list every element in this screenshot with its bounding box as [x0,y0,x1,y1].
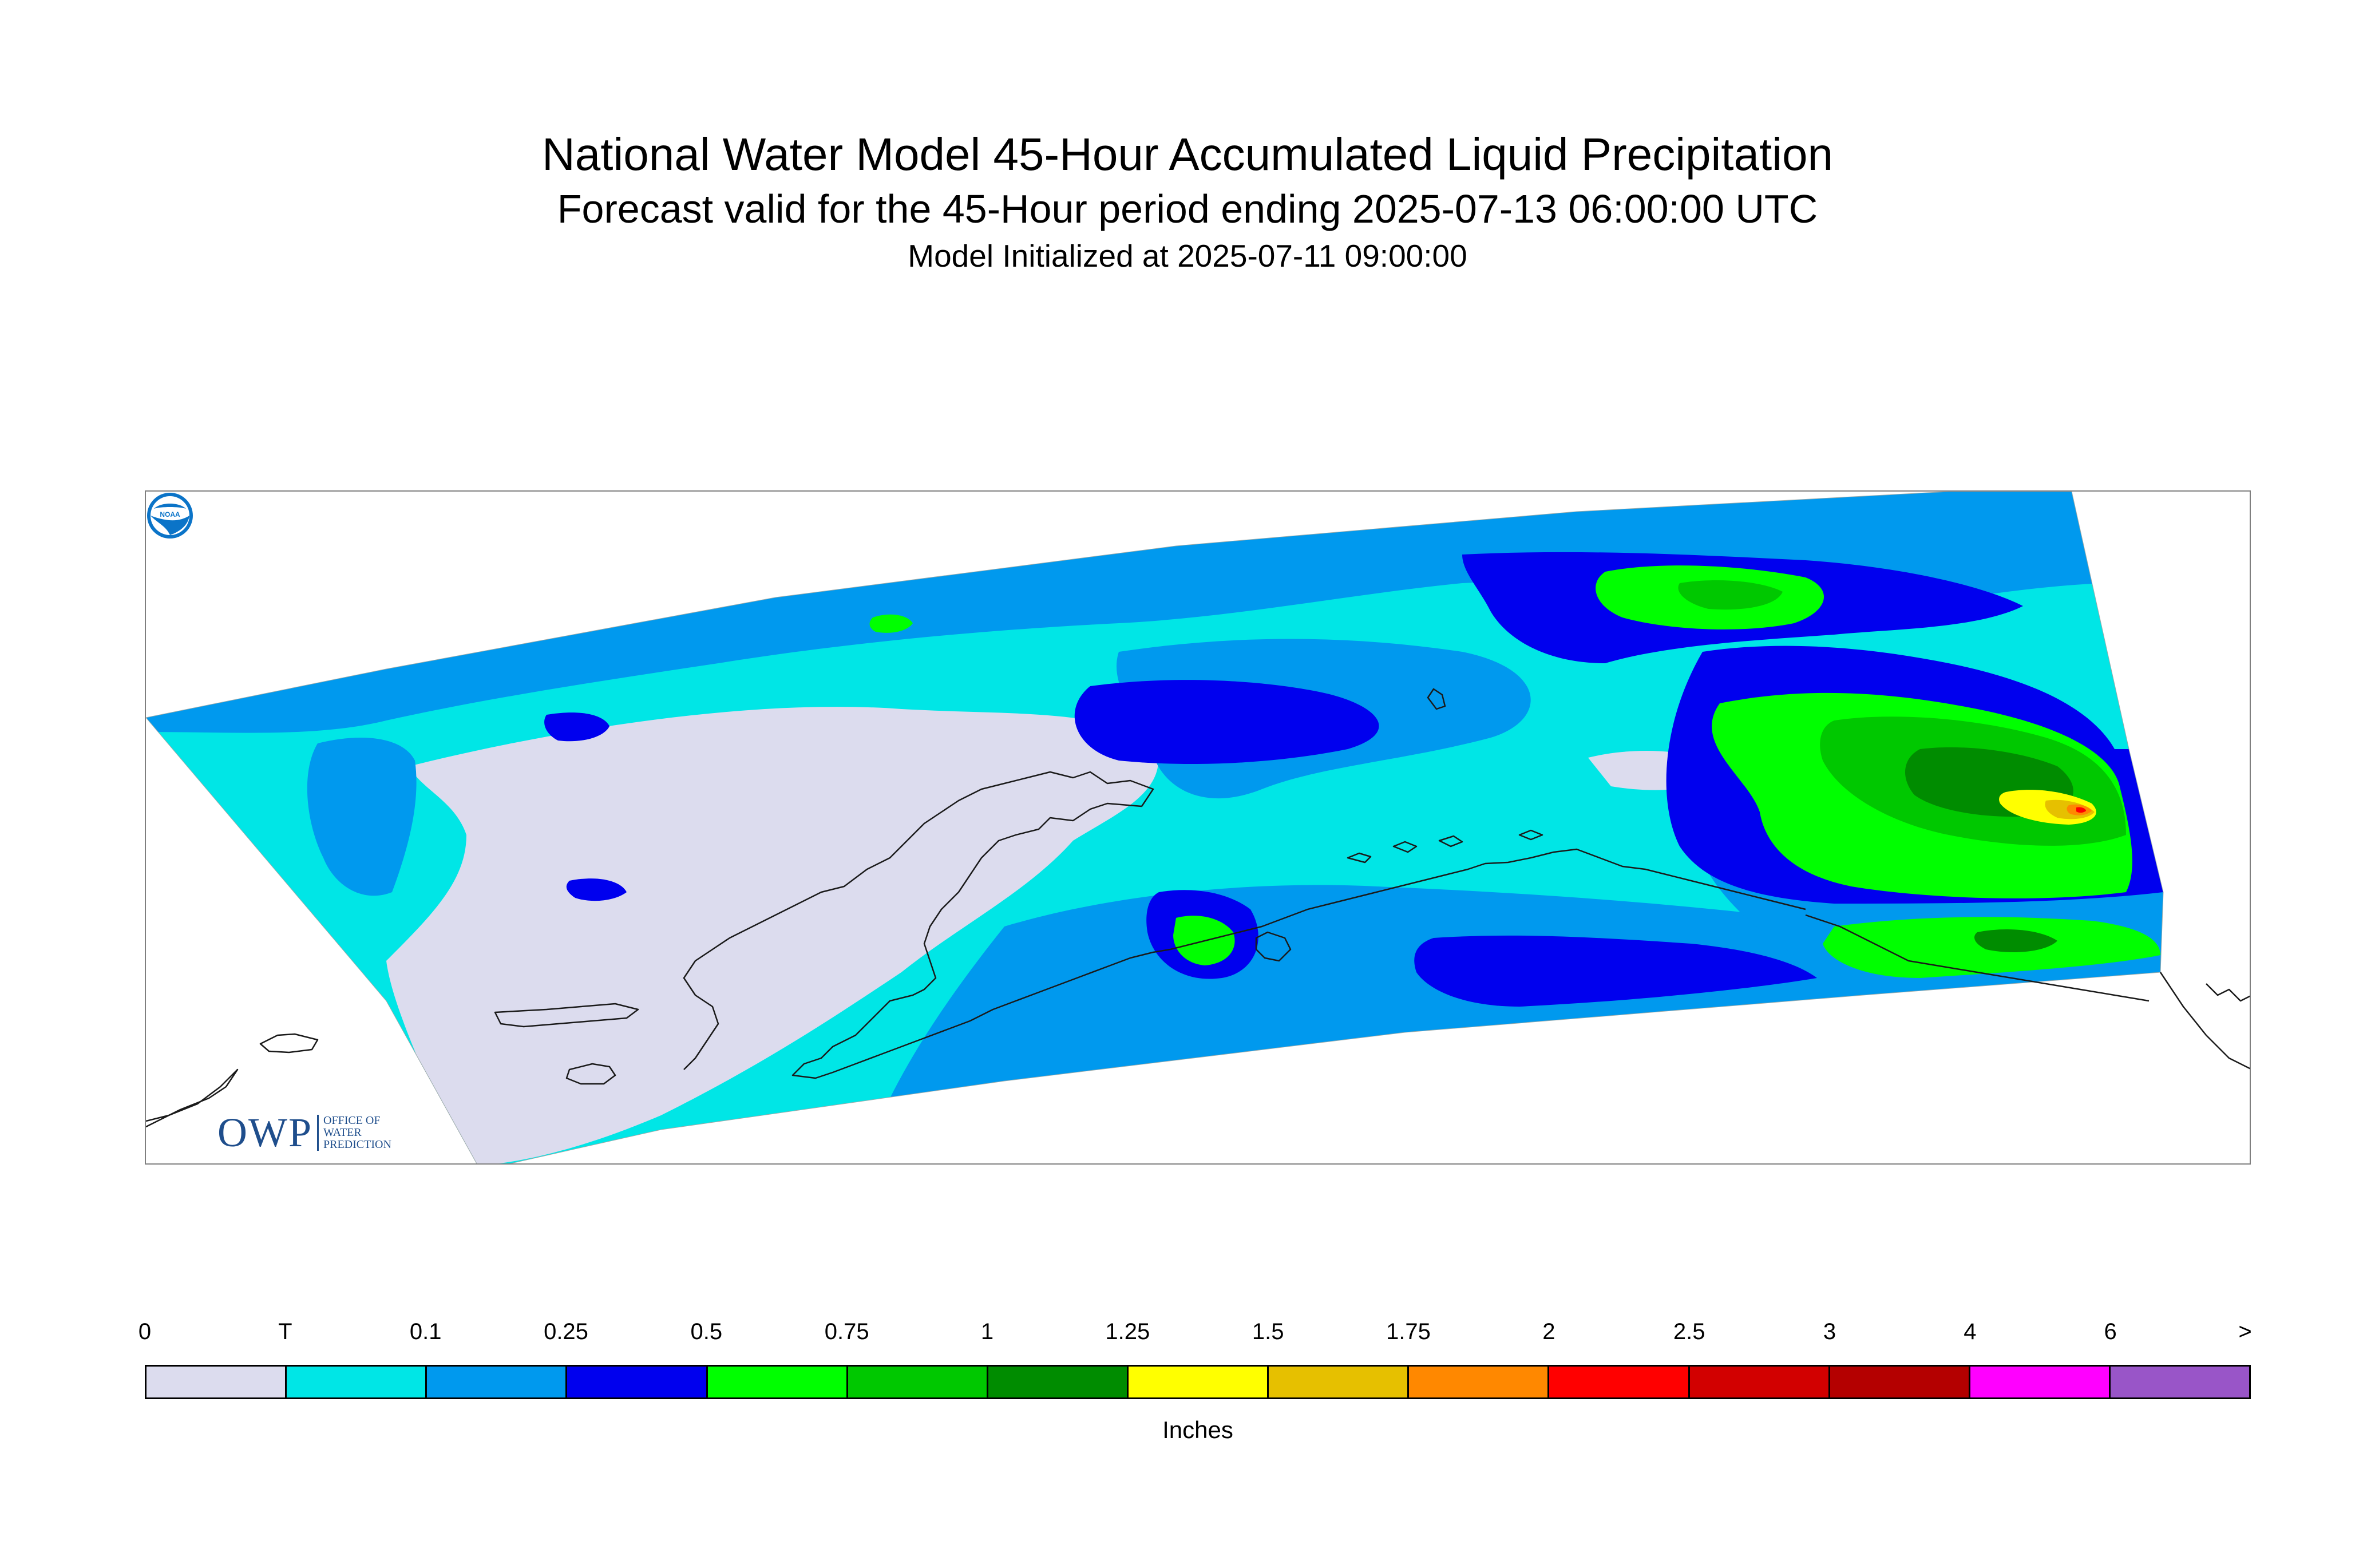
st-lawrence-island [494,1003,639,1028]
noaa-logo-text: NOAA [160,510,180,518]
title-block: National Water Model 45-Hour Accumulated… [0,126,2375,278]
legend-label: 0.75 [824,1319,869,1344]
forecast-valid-subtitle: Forecast valid for the 45-Hour period en… [557,187,1818,231]
legend-swatch [2110,1367,2250,1397]
owp-logo-text: OWP [217,1110,312,1155]
western-islands [259,1033,319,1054]
aleutian-islands-small [1347,829,1543,864]
coastline [146,688,2250,1128]
legend-label: 0.5 [690,1319,723,1344]
legend-swatch [848,1367,988,1397]
legend-swatch [427,1367,568,1397]
map-canvas [146,492,2250,1163]
legend-swatch [1970,1367,2111,1397]
legend-unit-label: Inches [1162,1416,1233,1443]
blue-region-south [1414,935,1817,1007]
legend-label: 1.75 [1386,1319,1431,1344]
legend-label: 0.1 [409,1319,442,1344]
model-initialized-subtitle: Model Initialized at 2025-07-11 09:00:00 [908,238,1467,274]
small-island-north [1427,688,1446,710]
legend-label: 4 [1964,1319,1977,1344]
legend-label: 1.5 [1252,1319,1284,1344]
model-domain-outline [146,492,2164,1163]
owp-subtext-line-3: PREDICTION [323,1138,391,1151]
legend-label: 3 [1823,1319,1836,1344]
alaska-peninsula-coastline [791,802,1171,1079]
legend-swatch [147,1367,287,1397]
owp-logo-subtext: OFFICE OF WATER PREDICTION [317,1114,391,1151]
legend-label: 2 [1542,1319,1555,1344]
legend-swatch [988,1367,1129,1397]
zero-precip-region-west [386,707,1159,1163]
legend-labels: 0 T 0.1 0.25 0.5 0.75 1 1.25 1.5 1.75 2 … [138,1319,2252,1353]
legend-swatch [567,1367,708,1397]
owp-logo: OWP OFFICE OF WATER PREDICTION [217,1112,391,1153]
southeast-coast [1805,914,2150,1002]
legend-swatch [1689,1367,1830,1397]
east-coast-inner [2206,983,2250,1002]
legend-label: > [2238,1319,2252,1344]
precipitation-field [146,492,2163,1163]
east-coast-segment [2159,972,2250,1070]
nunivak-island [565,1063,616,1085]
legend-swatch [1128,1367,1269,1397]
aleutian-chain-1 [1170,862,1486,951]
legend-label: 1.25 [1105,1319,1150,1344]
map-frame: OWP OFFICE OF WATER PREDICTION NOAA [145,490,2251,1165]
dark-green-region-southeast [1974,929,2057,952]
legend-label: T [278,1319,292,1344]
color-legend: 0 T 0.1 0.25 0.5 0.75 1 1.25 1.5 1.75 2 … [138,1319,2252,1445]
owp-subtext-line-2: WATER [323,1126,362,1139]
blue-region-west-2 [566,878,627,901]
noaa-logo-icon: NOAA [147,493,193,538]
legend-label: 6 [2104,1319,2117,1344]
legend-label: 0 [138,1319,152,1344]
blue-region-center-north [1074,680,1379,764]
light-blue-region-west [307,738,417,896]
legend-color-bar [145,1365,2251,1399]
legend-swatch [1269,1367,1410,1397]
green-region-northwest [869,614,913,633]
legend-label: 1 [980,1319,994,1344]
aleutian-chain-2 [1485,848,1806,910]
owp-subtext-line-1: OFFICE OF [323,1114,381,1127]
bering-coast-north [683,771,1154,1070]
legend-swatch [1549,1367,1690,1397]
legend-swatch [1409,1367,1550,1397]
kodiak-coast [1255,931,1292,962]
legend-swatch [707,1367,848,1397]
red-region-east [2076,807,2086,813]
light-blue-band-north [146,492,2103,733]
legend-swatch [287,1367,428,1397]
map-title: National Water Model 45-Hour Accumulated… [542,129,1833,180]
medium-green-region-north [1678,580,1783,610]
chukotka-coast [146,1068,239,1128]
blue-region-west-1 [544,712,609,742]
legend-label: 2.5 [1673,1319,1705,1344]
legend-label: 0.25 [544,1319,588,1344]
legend-swatch [1830,1367,1970,1397]
